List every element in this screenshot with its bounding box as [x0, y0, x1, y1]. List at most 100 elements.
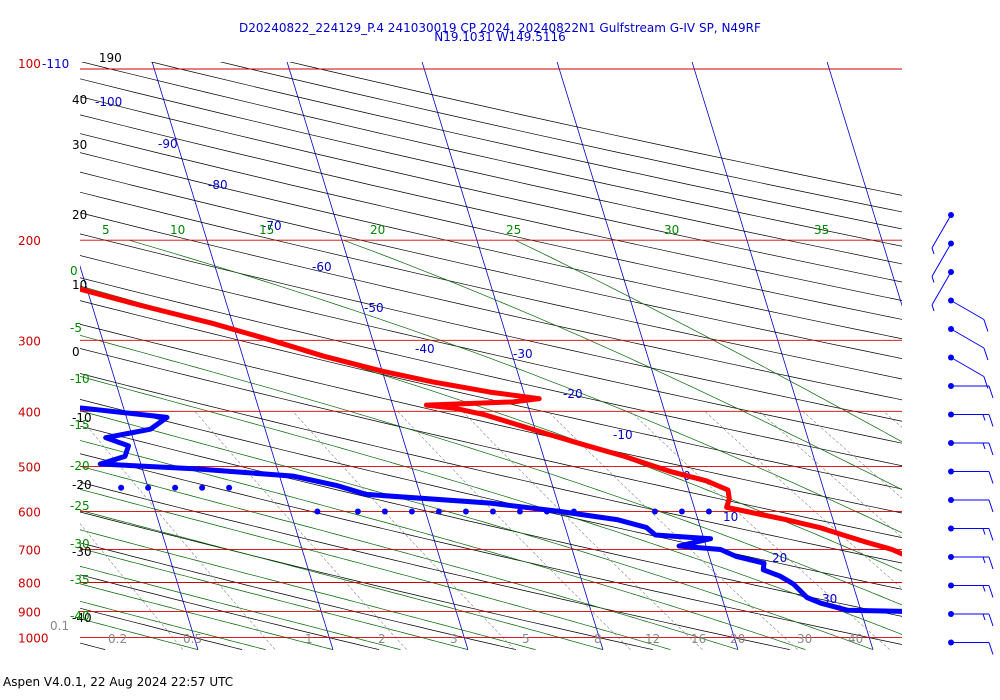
moist-adiabat-line	[80, 529, 536, 650]
dry-adiabat-left-label: -10	[72, 411, 92, 425]
dewpoint-point	[570, 508, 577, 515]
pressure-label: 100	[18, 57, 41, 71]
wind-barb-flag	[983, 347, 989, 361]
moist-adiabat-line	[80, 440, 806, 650]
moist-adiabat-label: 0	[70, 264, 78, 278]
mixing-ratio-label: 3	[450, 632, 458, 646]
wind-barb-shaft	[931, 214, 952, 249]
wind-barb-flag	[988, 442, 994, 456]
moist-adiabat-line	[80, 376, 902, 635]
isotherm-label: -20	[563, 387, 583, 401]
dewpoint-point	[705, 508, 712, 515]
wind-barb	[948, 639, 994, 655]
mixing-ratio-line	[292, 411, 515, 650]
wind-barb-shaft	[950, 357, 985, 377]
moist-adiabat-line	[80, 547, 469, 650]
moist-adiabat-label: 30	[664, 223, 679, 237]
moist-adiabat-label: -5	[70, 321, 82, 335]
isotherm-line	[826, 62, 902, 307]
wind-barb-flag	[988, 613, 994, 627]
dry-adiabat-left-label: 0	[72, 345, 80, 359]
dry-adiabat-line	[80, 542, 516, 650]
mixing-ratio-label: 30	[797, 632, 812, 646]
wind-barb-half-flag	[982, 414, 986, 421]
mixing-ratio-line	[194, 411, 407, 650]
mixing-ratio-label: 40	[848, 632, 863, 646]
dry-adiabat-line	[219, 62, 902, 213]
moist-adiabat-line	[515, 239, 902, 443]
wind-barb-shaft	[931, 271, 952, 306]
mixing-ratio-line	[462, 411, 703, 650]
dewpoint-point	[651, 508, 658, 515]
wind-barb-shaft	[950, 328, 985, 349]
moist-adiabat-label: 10	[170, 223, 185, 237]
wind-barb-half-flag	[931, 247, 935, 255]
isotherm-line	[956, 43, 1000, 650]
pressure-label: 1000	[18, 632, 49, 646]
dewpoint-point	[435, 508, 442, 515]
moist-adiabat-line	[80, 410, 874, 650]
chart-title-line2: N19.1031 W149.5116	[434, 30, 566, 44]
background-grid	[80, 43, 1000, 650]
pressure-label: 600	[18, 505, 41, 519]
wind-barb-half-flag	[982, 442, 986, 450]
moist-adiabat-label: -25	[70, 499, 90, 513]
dewpoint-point	[118, 484, 125, 491]
dry-adiabat-line	[80, 191, 902, 380]
mixing-ratio-label: 0.5	[183, 632, 202, 646]
wind-barb	[948, 297, 989, 332]
dewpoint-point	[516, 508, 523, 515]
dewpoint-point	[145, 484, 152, 491]
dry-adiabat-left-label: -40	[72, 611, 92, 625]
mixing-ratio-label: 8	[594, 632, 602, 646]
axis-labels: 100 -110200300400500600700800900100019040…	[18, 51, 863, 646]
isotherm-label: -10	[613, 428, 633, 442]
dry-adiabat-line	[80, 425, 902, 617]
dry-adiabat-line	[80, 114, 902, 301]
mixing-ratio-line	[397, 411, 631, 650]
dry-adiabat-line	[150, 62, 902, 230]
isotherm-label: 10	[723, 510, 738, 524]
isotherm-line	[691, 62, 874, 650]
wind-barbs	[931, 212, 994, 655]
dewpoint-point	[199, 484, 206, 491]
moist-adiabat-label: -10	[70, 372, 90, 386]
pressure-label: 300	[18, 334, 41, 348]
dewpoint-point	[462, 508, 469, 515]
wind-barb	[948, 383, 994, 399]
wind-barb	[948, 525, 994, 541]
mixing-ratio-label: 5	[522, 632, 530, 646]
pressure-label: 900	[18, 606, 41, 620]
isobar-lines	[80, 68, 902, 639]
mixing-ratio-label: 20	[730, 632, 745, 646]
wind-barb	[931, 212, 954, 255]
pressure-label: 200	[18, 234, 41, 248]
dry-adiabat-line	[80, 78, 902, 265]
sounding-traces	[80, 286, 902, 614]
wind-barb-flag	[988, 385, 994, 399]
dry-adiabat-line	[80, 511, 653, 650]
dry-adiabat-line	[80, 212, 902, 401]
dry-adiabat-line	[80, 607, 243, 650]
wind-barb-half-flag	[982, 613, 986, 621]
chart-title-line1: D20240822_224129_P.4 241030019 CP 2024, …	[239, 21, 761, 35]
isotherm-label: -80	[208, 178, 228, 192]
dewpoint-point	[543, 508, 550, 515]
dewpoint-point	[172, 484, 179, 491]
dry-adiabat-left-label: -30	[72, 545, 92, 559]
dewpoint-point	[408, 508, 415, 515]
dry-adiabat-line	[80, 62, 902, 247]
mixing-ratio-line	[547, 411, 798, 650]
pressure-label: 800	[18, 576, 41, 590]
wind-barb	[948, 582, 994, 598]
pressure-label: 500	[18, 460, 41, 474]
dry-adiabat-left-label: 20	[72, 208, 87, 222]
mixing-ratio-line	[759, 411, 902, 538]
moist-adiabat-label: 25	[506, 223, 521, 237]
wind-barb	[948, 354, 989, 389]
wind-barb	[948, 326, 989, 361]
pressure-label: -110	[42, 57, 69, 71]
dry-adiabat-line	[80, 133, 902, 320]
dry-adiabat-left-label: 30	[72, 138, 87, 152]
mixing-ratio-label: 16	[691, 632, 706, 646]
